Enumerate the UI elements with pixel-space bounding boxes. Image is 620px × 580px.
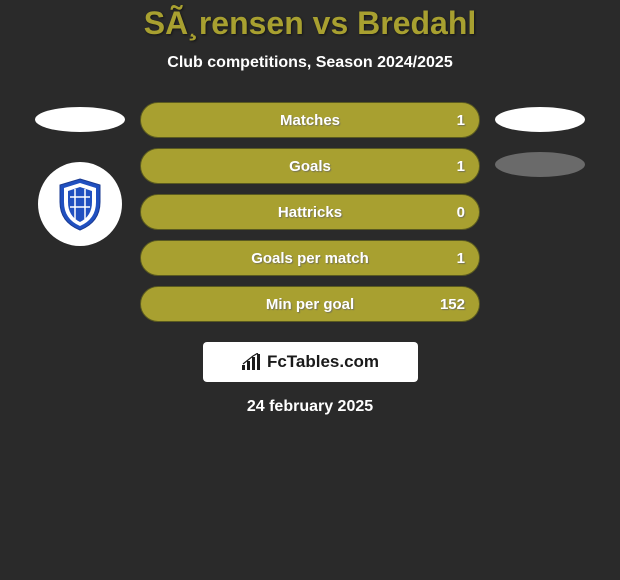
- stat-bar-hattricks: Hattricks 0: [140, 194, 480, 230]
- stat-value-matches: 1: [457, 112, 465, 129]
- stat-bar-gpm: Goals per match 1: [140, 240, 480, 276]
- date-label: 24 february 2025: [247, 398, 373, 416]
- stat-value-hattricks: 0: [457, 204, 465, 221]
- comparison-row: Matches 1 Goals 1 Hattricks 0 Goals per …: [0, 102, 620, 322]
- stat-bar-matches: Matches 1: [140, 102, 480, 138]
- right-player-column: [490, 102, 590, 177]
- subtitle: Club competitions, Season 2024/2025: [167, 54, 452, 72]
- chart-icon: [241, 353, 261, 371]
- stats-column: Matches 1 Goals 1 Hattricks 0 Goals per …: [140, 102, 480, 322]
- branding-box[interactable]: FcTables.com: [203, 342, 418, 382]
- stat-value-mpg: 152: [440, 296, 465, 313]
- club-badge-inner: [50, 174, 110, 234]
- stat-label-gpm: Goals per match: [251, 250, 369, 267]
- player-oval-left: [35, 107, 125, 132]
- stat-label-mpg: Min per goal: [266, 296, 354, 313]
- stat-label-goals: Goals: [289, 158, 331, 175]
- left-player-column: [30, 102, 130, 246]
- stat-value-goals: 1: [457, 158, 465, 175]
- stat-value-gpm: 1: [457, 250, 465, 267]
- player-oval-right-1: [495, 107, 585, 132]
- player-oval-right-2: [495, 152, 585, 177]
- stat-bar-goals: Goals 1: [140, 148, 480, 184]
- stat-label-matches: Matches: [280, 112, 340, 129]
- club-badge-left: [38, 162, 122, 246]
- branding-text: FcTables.com: [267, 352, 379, 372]
- stat-bar-mpg: Min per goal 152: [140, 286, 480, 322]
- stat-label-hattricks: Hattricks: [278, 204, 342, 221]
- main-container: SÃ¸rensen vs Bredahl Club competitions, …: [0, 0, 620, 580]
- shield-icon: [55, 177, 105, 232]
- page-title: SÃ¸rensen vs Bredahl: [144, 5, 477, 42]
